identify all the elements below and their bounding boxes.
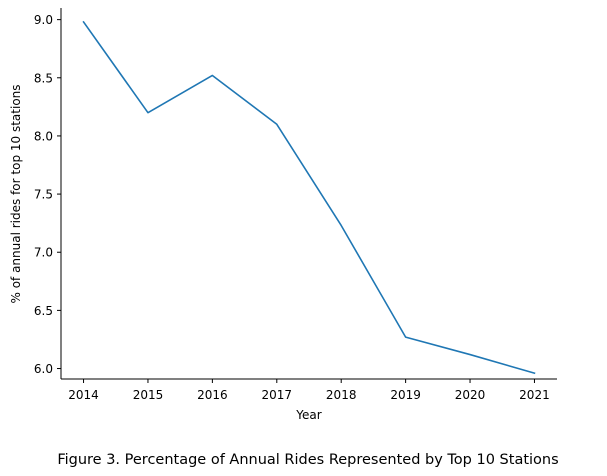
x-tick-label: 2018 (326, 388, 357, 402)
x-tick-label: 2016 (197, 388, 228, 402)
x-tick-label: 2014 (68, 388, 99, 402)
y-tick-label: 8.5 (34, 71, 53, 85)
plot-area (82, 20, 536, 375)
y-tick-label: 6.0 (34, 362, 53, 376)
y-tick-label: 7.0 (34, 246, 53, 260)
x-axis-ticks: 2014 2015 2016 2017 2018 2019 2020 2021 (68, 379, 550, 402)
figure-caption: Figure 3. Percentage of Annual Rides Rep… (57, 452, 558, 468)
x-axis-label: Year (295, 408, 321, 422)
y-axis-label: % of annual rides for top 10 stations (9, 84, 23, 303)
y-tick-label: 9.0 (34, 13, 53, 27)
x-tick-label: 2019 (390, 388, 421, 402)
series-line (82, 20, 536, 375)
y-tick-label: 7.5 (34, 188, 53, 202)
x-tick-label: 2015 (133, 388, 164, 402)
y-axis-ticks: 6.0 6.5 7.0 7.5 8.0 8.5 9.0 (34, 13, 61, 376)
x-tick-label: 2017 (262, 388, 293, 402)
y-tick-label: 8.0 (34, 129, 53, 143)
y-tick-label: 6.5 (34, 304, 53, 318)
x-tick-label: 2020 (455, 388, 486, 402)
x-tick-label: 2021 (519, 388, 550, 402)
